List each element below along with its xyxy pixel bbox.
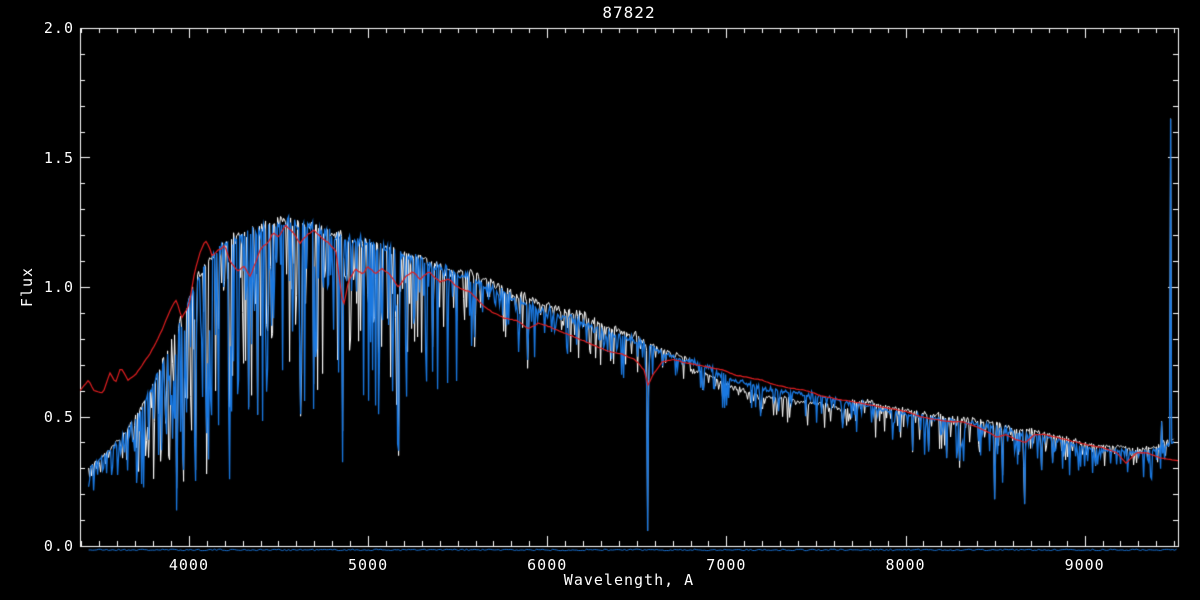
- x-tick-label: 4000: [168, 556, 209, 574]
- x-tick-label: 9000: [1064, 556, 1105, 574]
- y-tick-label: 1.0: [43, 278, 74, 296]
- y-tick-label: 0.0: [43, 537, 74, 555]
- x-tick-label: 8000: [885, 556, 926, 574]
- plot-title: 87822: [602, 3, 656, 22]
- x-tick-label: 5000: [348, 556, 389, 574]
- y-tick-label: 0.5: [43, 407, 74, 426]
- y-tick-label: 1.5: [43, 148, 74, 167]
- x-tick-label: 6000: [527, 556, 568, 574]
- x-axis-label: Wavelength, A: [563, 571, 695, 589]
- y-tick-label: 2.0: [43, 19, 74, 37]
- x-tick-label: 7000: [706, 556, 747, 574]
- y-axis-label: Flux: [18, 266, 36, 308]
